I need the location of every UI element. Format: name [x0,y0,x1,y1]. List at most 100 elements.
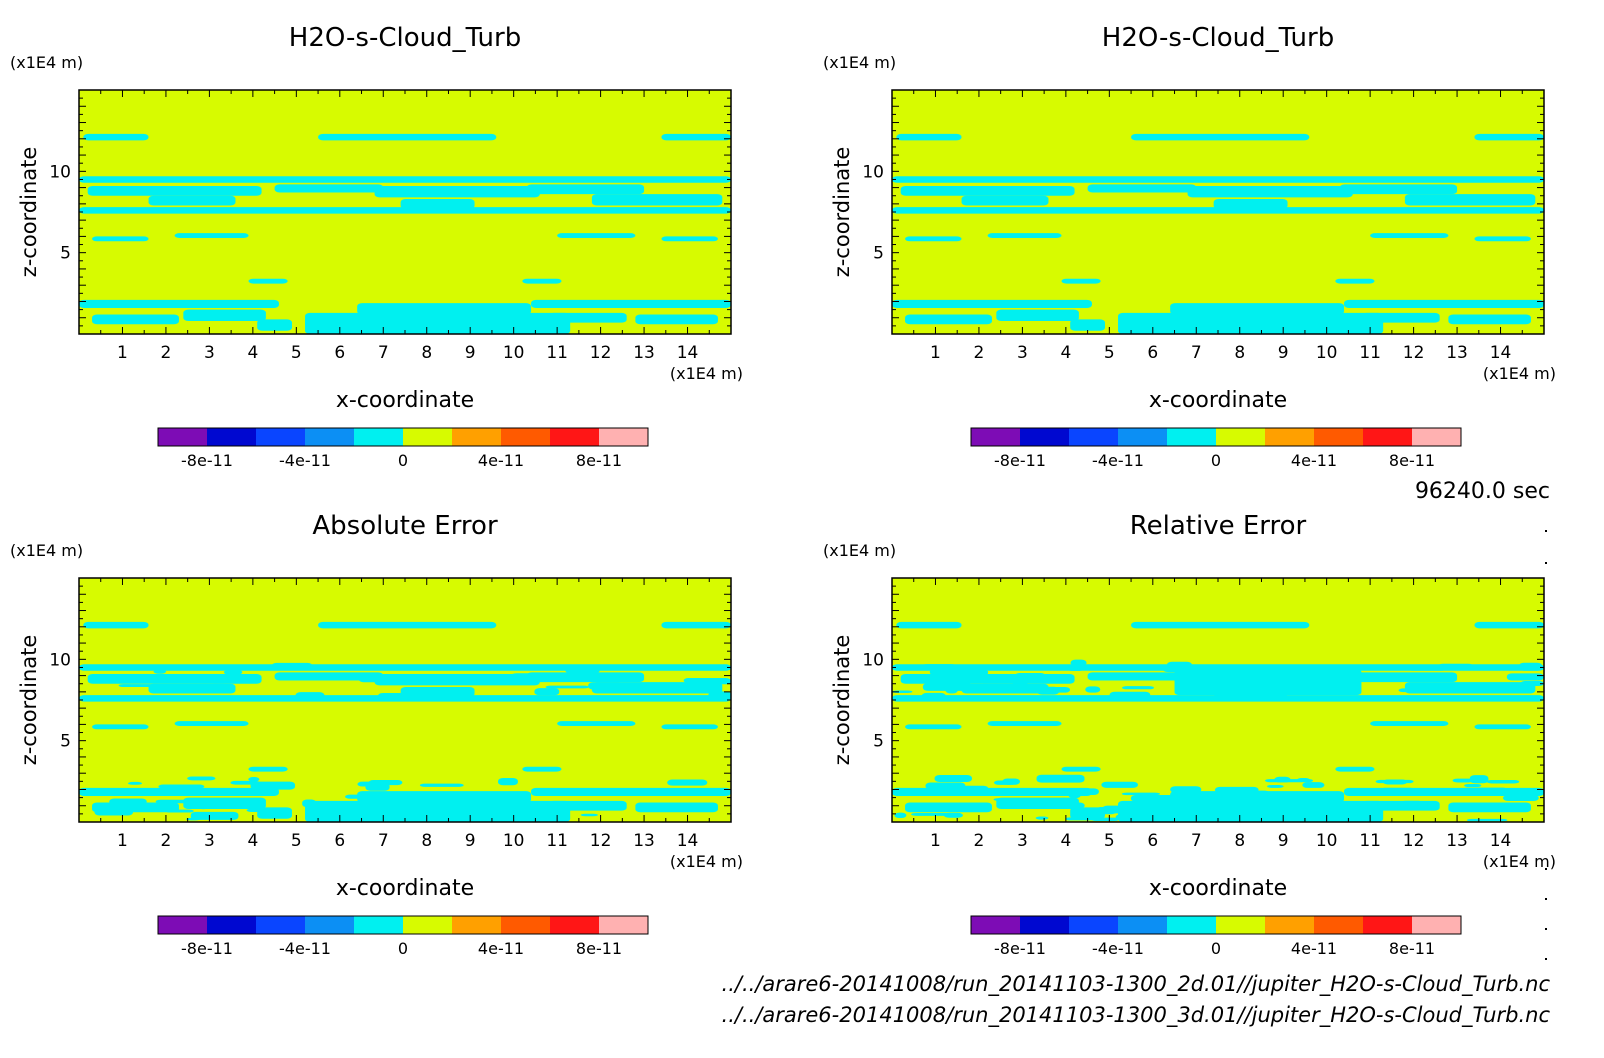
contour-region [430,816,455,821]
contour-region [534,688,560,696]
contour-region [127,781,143,785]
colorbar-swatch [1363,916,1413,934]
contour-region [165,809,194,813]
contour-region [1170,303,1345,315]
x-tick-label: 9 [465,343,476,363]
contour-region [357,798,390,807]
colorbar-tick-label: -4e-11 [279,451,331,470]
colorbar-frame [157,427,649,447]
contour-region [1448,314,1531,325]
y-unit-label: (x1E4 m) [823,53,896,72]
contour-region [186,817,201,821]
contour-region [1035,816,1049,820]
contour-region [197,803,210,810]
x-unit-label: (x1E4 m) [670,852,743,871]
y-tick-label: 5 [873,244,884,264]
contour-region [1036,774,1085,783]
x-tick-label: 10 [503,831,525,851]
contour-region [158,784,205,789]
contour-region [1511,788,1544,792]
colorbar-tick-label: 8e-11 [576,451,622,470]
contour-region [79,207,731,214]
contour-region [545,685,590,689]
x-unit-label: (x1E4 m) [1483,364,1556,383]
contour-region [209,679,229,684]
x-tick-label: 8 [1234,343,1245,363]
contour-region [475,815,502,819]
chart-panel: Relative Error(x1E4 m)1 2 3 4 5 6 7 8 9 10 11 12 13 1… [823,511,1556,958]
colorbar-tick-label: 4e-11 [478,451,524,470]
colorbar-tick-label: 8e-11 [1389,939,1435,958]
contour-region [591,682,723,694]
contour-region [1070,319,1105,331]
x-tick-label: 13 [633,831,655,851]
colorbar-swatch [1412,916,1462,934]
contour-region [1131,621,1310,629]
contour-region [274,672,384,681]
colorbar-swatch [452,428,502,446]
contour-region [1348,805,1383,814]
y-unit-label: (x1E4 m) [10,541,83,560]
cloud-contours [79,621,731,822]
colorbar-swatch [256,916,306,934]
colorbar-swatch [550,428,600,446]
contour-region [274,184,384,193]
colorbar-swatch [1216,916,1266,934]
x-tick-label: 5 [291,831,302,851]
contour-region [1068,788,1099,796]
colorbar-swatch [354,916,404,934]
chart-title: Relative Error [1130,511,1307,541]
colorbar-swatch [1020,428,1070,446]
x-tick-label: 11 [546,831,568,851]
x-tick-label: 4 [247,831,258,851]
contour-region [979,680,1026,684]
contour-region [1051,696,1101,701]
contour-region [1251,805,1293,809]
x-tick-label: 1 [117,343,128,363]
contour-region [892,207,1544,214]
contour-region [1406,666,1448,671]
axis-ticks [891,577,1545,823]
contour-region [925,804,951,812]
contour-region [174,721,249,727]
contour-region [1102,805,1134,814]
contour-region [557,721,636,727]
contour-region [934,774,973,782]
contour-region [565,667,600,674]
y-tick-label: 10 [862,162,884,182]
contour-region [1486,779,1520,784]
contour-region [248,777,260,782]
contour-region [79,176,731,183]
colorbar-tick-label: 0 [1211,939,1221,958]
contour-region [1335,278,1375,284]
contour-region [557,233,636,239]
contour-region [83,621,149,629]
contour-region [153,669,167,674]
colorbar-swatch [1118,428,1168,446]
contour-region [921,692,946,700]
colorbar-tick-label: -4e-11 [1092,939,1144,958]
colorbar-tick-label: 4e-11 [478,939,524,958]
colorbar-swatch [1167,916,1217,934]
contour-region [685,802,714,809]
contour-region [87,185,262,196]
contour-region [318,133,497,141]
x-tick-label: 8 [421,831,432,851]
contour-region [1147,803,1171,807]
contour-region [1502,794,1539,801]
contour-region [79,787,279,796]
contour-region [1118,312,1384,334]
contour-region [957,785,989,792]
contour-region [1213,198,1288,209]
contour-region [961,195,1049,206]
x-tick-label: 8 [421,343,432,363]
contour-region [522,766,562,772]
x-tick-label: 10 [503,343,525,363]
contour-region [1398,688,1427,693]
contour-region [1012,682,1028,686]
colorbar: -8e-11 -4e-11 0 4e-11 8e-11 [970,915,1462,958]
contour-region [922,664,957,667]
x-tick-label: 6 [334,343,345,363]
x-tick-label: 14 [677,343,699,363]
